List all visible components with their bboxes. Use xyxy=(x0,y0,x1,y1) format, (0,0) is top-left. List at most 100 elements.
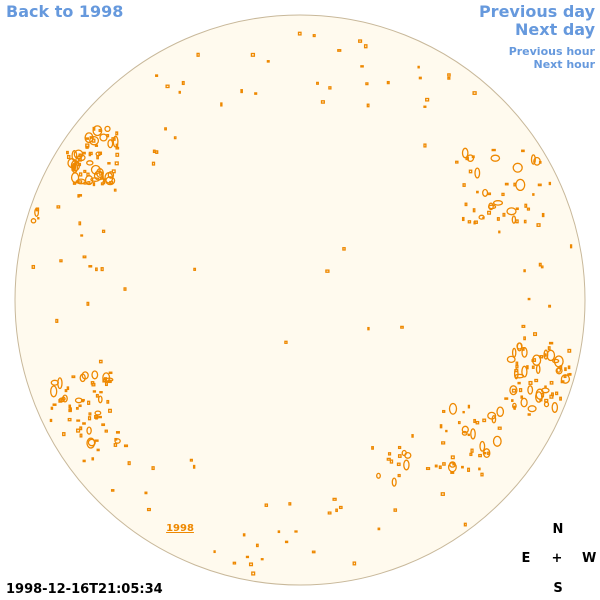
contour-speck xyxy=(498,230,501,234)
contour-speck xyxy=(389,459,394,464)
contour-speck xyxy=(83,181,87,185)
contour-loop xyxy=(535,364,541,375)
contour-speck xyxy=(100,267,104,272)
contour-speck xyxy=(337,49,342,52)
contour-speck xyxy=(87,400,91,405)
contour-loop xyxy=(94,410,102,416)
contour-speck xyxy=(559,365,563,370)
contour-speck xyxy=(463,522,467,527)
contour-speck xyxy=(536,223,541,227)
contour-speck xyxy=(260,558,264,561)
contour-speck xyxy=(151,161,156,166)
contour-loop xyxy=(92,125,103,137)
contour-speck xyxy=(213,550,216,554)
contour-speck xyxy=(447,73,451,77)
contour-speck xyxy=(111,137,116,141)
compass-south: S xyxy=(553,581,563,596)
contour-speck xyxy=(411,434,414,438)
previous-day-link[interactable]: Previous day xyxy=(478,2,595,21)
contour-loop xyxy=(535,391,543,403)
contour-speck xyxy=(115,146,120,150)
contour-speck xyxy=(531,359,535,362)
contour-speck xyxy=(521,149,525,153)
contour-speck xyxy=(92,390,97,393)
contour-speck xyxy=(165,84,170,89)
contour-speck xyxy=(523,269,526,273)
contour-loop xyxy=(461,425,469,434)
contour-speck xyxy=(50,406,54,410)
contour-loop xyxy=(461,430,468,436)
contour-speck xyxy=(393,508,398,512)
contour-speck xyxy=(178,90,181,94)
contour-loop xyxy=(86,437,96,449)
contour-speck xyxy=(115,143,119,148)
contour-speck xyxy=(100,182,104,186)
contour-speck xyxy=(82,255,87,259)
disk-year-label[interactable]: 1998 xyxy=(166,523,194,534)
next-day-link[interactable]: Next day xyxy=(515,20,595,39)
next-hour-link[interactable]: Next hour xyxy=(533,58,596,71)
contour-speck xyxy=(365,82,369,86)
contour-speck xyxy=(248,562,254,567)
contour-speck xyxy=(335,508,338,513)
contour-speck xyxy=(155,150,159,154)
contour-speck xyxy=(78,158,82,162)
contour-speck xyxy=(56,205,61,209)
contour-speck xyxy=(559,396,562,401)
contour-speck xyxy=(534,378,539,383)
contour-speck xyxy=(455,160,459,164)
contour-speck xyxy=(547,346,551,351)
contour-speck xyxy=(473,220,478,224)
contour-speck xyxy=(338,505,343,510)
contour-speck xyxy=(548,341,554,345)
contour-speck xyxy=(95,267,98,272)
contour-loop xyxy=(50,379,59,386)
contour-loop xyxy=(86,426,92,435)
contour-speck xyxy=(445,429,448,433)
previous-hour-link[interactable]: Previous hour xyxy=(508,45,595,58)
contour-speck xyxy=(68,408,72,413)
contour-speck xyxy=(467,467,471,472)
contour-speck xyxy=(442,409,446,413)
contour-speck xyxy=(397,473,401,478)
contour-loop xyxy=(104,125,111,133)
contour-speck xyxy=(567,365,571,370)
contour-speck xyxy=(266,60,270,63)
contour-speck xyxy=(482,216,485,220)
contour-loop xyxy=(50,385,58,398)
contour-speck xyxy=(482,418,487,423)
contour-speck xyxy=(288,502,292,506)
contour-speck xyxy=(173,136,177,140)
contour-loop xyxy=(70,159,81,172)
contour-speck xyxy=(86,172,90,177)
contour-speck xyxy=(548,181,552,186)
contour-speck xyxy=(35,207,40,212)
contour-loop xyxy=(509,385,518,396)
contour-speck xyxy=(528,380,533,385)
contour-speck xyxy=(472,91,477,95)
contour-speck xyxy=(123,287,127,291)
contour-speck xyxy=(52,403,57,406)
back-to-year-link[interactable]: Back to 1998 xyxy=(6,2,124,21)
contour-speck xyxy=(91,457,95,461)
contour-loop xyxy=(560,374,571,384)
contour-speck xyxy=(87,181,91,185)
contour-speck xyxy=(387,452,392,456)
contour-speck xyxy=(521,324,526,328)
contour-speck xyxy=(496,217,500,221)
contour-loop xyxy=(79,373,86,383)
contour-speck xyxy=(49,418,53,423)
contour-speck xyxy=(76,428,81,433)
contour-speck xyxy=(144,491,148,495)
contour-speck xyxy=(85,143,90,148)
contour-speck xyxy=(396,462,401,467)
contour-speck xyxy=(115,131,119,136)
contour-speck xyxy=(115,431,120,434)
contour-speck xyxy=(31,264,36,269)
contour-loop xyxy=(496,406,505,417)
contour-speck xyxy=(471,155,475,159)
contour-speck xyxy=(332,497,337,501)
contour-speck xyxy=(80,398,85,402)
contour-speck xyxy=(538,160,542,164)
contour-speck xyxy=(76,419,81,422)
